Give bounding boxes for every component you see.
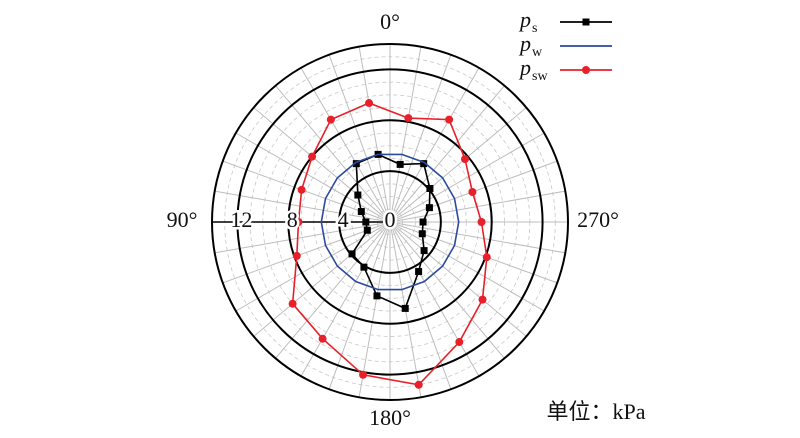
point-marker [297,185,306,194]
spoke [389,221,480,377]
spoke [275,85,391,223]
point-marker [326,115,335,124]
spoke [253,107,391,223]
spoke [300,67,391,223]
spoke [389,46,422,223]
point-marker [401,304,409,312]
legend-subscript: sw [532,69,548,84]
r-tick-label: 4 [338,207,349,232]
point-marker [292,251,301,260]
point-marker [425,204,433,212]
legend-label: p [518,7,531,32]
spoke [214,190,391,223]
spoke [328,221,391,390]
spoke [389,132,545,223]
point-marker [426,184,434,192]
point-marker [348,250,356,258]
legend-label: p [518,55,531,80]
point-marker [415,268,423,276]
spoke [214,221,391,254]
point-marker [478,295,487,304]
legend-marker [582,66,590,74]
point-marker [362,218,370,226]
legend-label: p [518,31,531,56]
point-marker [460,155,469,164]
point-marker [354,191,362,199]
point-marker [363,226,371,234]
spoke [389,107,527,223]
point-marker [294,218,303,226]
point-marker [420,160,428,168]
spoke [389,221,545,312]
angle-tick-label: 270° [577,207,619,232]
point-marker [420,247,428,255]
spoke [222,221,391,284]
spoke [389,85,505,223]
r-tick-label: 12 [230,207,252,232]
spoke [253,221,391,337]
spoke [300,221,391,377]
legend-subscript: w [532,45,543,60]
spoke [235,132,391,223]
point-marker [445,115,454,124]
spoke [389,221,566,254]
angle-tick-label: 0° [380,9,400,34]
spoke [389,221,505,359]
point-marker [373,292,381,300]
spoke [389,221,558,284]
r-tick-label: 8 [287,207,298,232]
point-marker [468,187,477,196]
point-marker [318,334,327,343]
point-marker [477,218,486,226]
point-marker [418,230,426,238]
angle-tick-label: 90° [167,207,198,232]
point-marker [288,299,297,308]
spoke [389,221,527,337]
point-marker [365,99,374,108]
point-marker [360,263,368,271]
point-marker [419,218,427,226]
spoke [389,54,452,223]
spoke [328,54,391,223]
point-marker [455,338,464,347]
point-marker [404,114,413,123]
point-marker [359,370,368,379]
legend-subscript: s [532,21,537,36]
point-marker [396,160,404,168]
point-marker [482,253,491,262]
r-tick-label: 0 [385,207,396,232]
point-marker [352,160,360,168]
spoke [235,221,391,312]
angle-tick-label: 180° [369,405,411,430]
spoke [358,46,391,223]
spoke [389,67,480,223]
point-marker [414,380,423,389]
legend-marker [582,18,590,26]
point-marker [308,152,317,161]
spoke [358,221,391,398]
unit-annotation: 单位：kPa [546,399,645,424]
point-marker [357,208,365,216]
series-line [320,153,460,291]
spoke [275,221,391,359]
